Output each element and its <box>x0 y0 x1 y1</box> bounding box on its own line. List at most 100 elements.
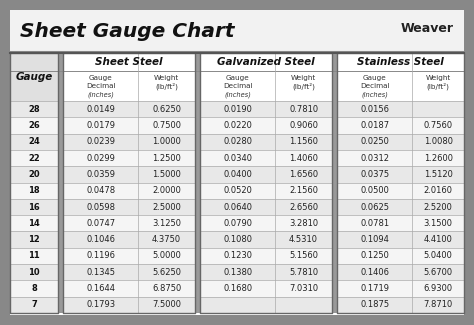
Text: 0.1406: 0.1406 <box>360 268 389 277</box>
Bar <box>10 71 58 101</box>
Text: 6.9300: 6.9300 <box>424 284 453 293</box>
Text: 1.5000: 1.5000 <box>152 170 181 179</box>
Text: 7.8710: 7.8710 <box>423 300 453 309</box>
Text: 0.0781: 0.0781 <box>360 219 389 228</box>
Text: 0.0500: 0.0500 <box>360 186 389 195</box>
Text: Sheet Gauge Chart: Sheet Gauge Chart <box>20 22 235 41</box>
Bar <box>200 248 332 264</box>
Text: Gauge: Gauge <box>15 72 53 82</box>
Text: 0.7500: 0.7500 <box>152 121 181 130</box>
Text: 0.0280: 0.0280 <box>223 137 252 146</box>
Text: (lb/ft²): (lb/ft²) <box>427 82 449 90</box>
Text: 1.1560: 1.1560 <box>289 137 318 146</box>
Bar <box>337 297 464 313</box>
Text: 26: 26 <box>28 121 40 130</box>
Text: 0.0299: 0.0299 <box>86 154 115 162</box>
Bar <box>332 53 337 313</box>
Bar <box>337 53 464 71</box>
Text: 0.1196: 0.1196 <box>86 252 115 260</box>
Text: 4.5310: 4.5310 <box>289 235 318 244</box>
Text: 0.7810: 0.7810 <box>289 105 318 114</box>
Text: 10: 10 <box>28 268 40 277</box>
Bar <box>63 134 195 150</box>
Text: 14: 14 <box>28 219 40 228</box>
Text: 20: 20 <box>28 170 40 179</box>
Bar <box>10 117 58 134</box>
Text: 0.7560: 0.7560 <box>424 121 453 130</box>
Text: 0.1094: 0.1094 <box>360 235 389 244</box>
Text: 28: 28 <box>28 105 40 114</box>
Text: 2.0160: 2.0160 <box>424 186 453 195</box>
Bar <box>337 101 464 117</box>
Text: 3.1500: 3.1500 <box>424 219 453 228</box>
Bar <box>10 297 58 313</box>
Text: 0.0640: 0.0640 <box>223 202 252 212</box>
Bar <box>63 71 195 101</box>
Text: 1.4060: 1.4060 <box>289 154 318 162</box>
Text: 4.4100: 4.4100 <box>424 235 453 244</box>
Text: Sheet Steel: Sheet Steel <box>95 57 163 67</box>
Text: 7.0310: 7.0310 <box>289 284 318 293</box>
Text: 6.8750: 6.8750 <box>152 284 181 293</box>
Text: 5.0000: 5.0000 <box>152 252 181 260</box>
Text: 0.0187: 0.0187 <box>360 121 389 130</box>
Text: 5.1560: 5.1560 <box>289 252 318 260</box>
Text: 0.0747: 0.0747 <box>86 219 115 228</box>
Text: Galvanized Steel: Galvanized Steel <box>217 57 315 67</box>
Bar <box>10 248 58 264</box>
Text: 2.5200: 2.5200 <box>424 202 453 212</box>
Bar <box>200 199 332 215</box>
Bar <box>58 53 63 313</box>
Text: 1.2600: 1.2600 <box>424 154 453 162</box>
Text: Decimal: Decimal <box>223 83 252 89</box>
Bar <box>10 231 58 248</box>
Bar <box>337 264 464 280</box>
Text: 5.7810: 5.7810 <box>289 268 318 277</box>
Text: 1.6560: 1.6560 <box>289 170 318 179</box>
Text: 0.0375: 0.0375 <box>360 170 389 179</box>
Text: 1.2500: 1.2500 <box>152 154 181 162</box>
Text: 0.0400: 0.0400 <box>223 170 252 179</box>
Text: 0.1793: 0.1793 <box>86 300 115 309</box>
Text: 3.2810: 3.2810 <box>289 219 318 228</box>
Bar <box>200 215 332 231</box>
Bar <box>63 280 195 297</box>
Bar <box>10 183 58 199</box>
Text: 11: 11 <box>28 252 40 260</box>
Text: Weight: Weight <box>426 75 451 81</box>
Bar <box>10 150 58 166</box>
Bar <box>63 53 195 71</box>
Bar <box>63 183 195 199</box>
Text: 18: 18 <box>28 186 40 195</box>
Text: 0.0250: 0.0250 <box>360 137 389 146</box>
Text: 0.1046: 0.1046 <box>86 235 115 244</box>
Text: 3.1250: 3.1250 <box>152 219 181 228</box>
Text: 0.6250: 0.6250 <box>152 105 181 114</box>
Text: 0.0149: 0.0149 <box>86 105 115 114</box>
Text: 2.6560: 2.6560 <box>289 202 318 212</box>
Text: 16: 16 <box>28 202 40 212</box>
Text: 0.0625: 0.0625 <box>360 202 389 212</box>
Bar <box>200 280 332 297</box>
Bar <box>200 166 332 183</box>
Bar <box>63 117 195 134</box>
Text: 7.5000: 7.5000 <box>152 300 181 309</box>
Bar <box>63 231 195 248</box>
Bar <box>63 199 195 215</box>
Text: Decimal: Decimal <box>360 83 389 89</box>
Bar <box>200 231 332 248</box>
Text: Gauge: Gauge <box>363 75 386 81</box>
Bar <box>10 134 58 150</box>
Text: 0.0220: 0.0220 <box>223 121 252 130</box>
Text: (lb/ft²): (lb/ft²) <box>155 82 178 90</box>
Bar <box>337 71 464 101</box>
Bar <box>337 150 464 166</box>
Bar <box>63 166 195 183</box>
Bar <box>10 264 58 280</box>
Text: (inches): (inches) <box>224 91 251 98</box>
Text: 0.0156: 0.0156 <box>360 105 389 114</box>
Text: 7: 7 <box>31 300 37 309</box>
Text: 0.1345: 0.1345 <box>86 268 115 277</box>
Text: Gauge: Gauge <box>226 75 249 81</box>
Bar <box>200 183 332 199</box>
